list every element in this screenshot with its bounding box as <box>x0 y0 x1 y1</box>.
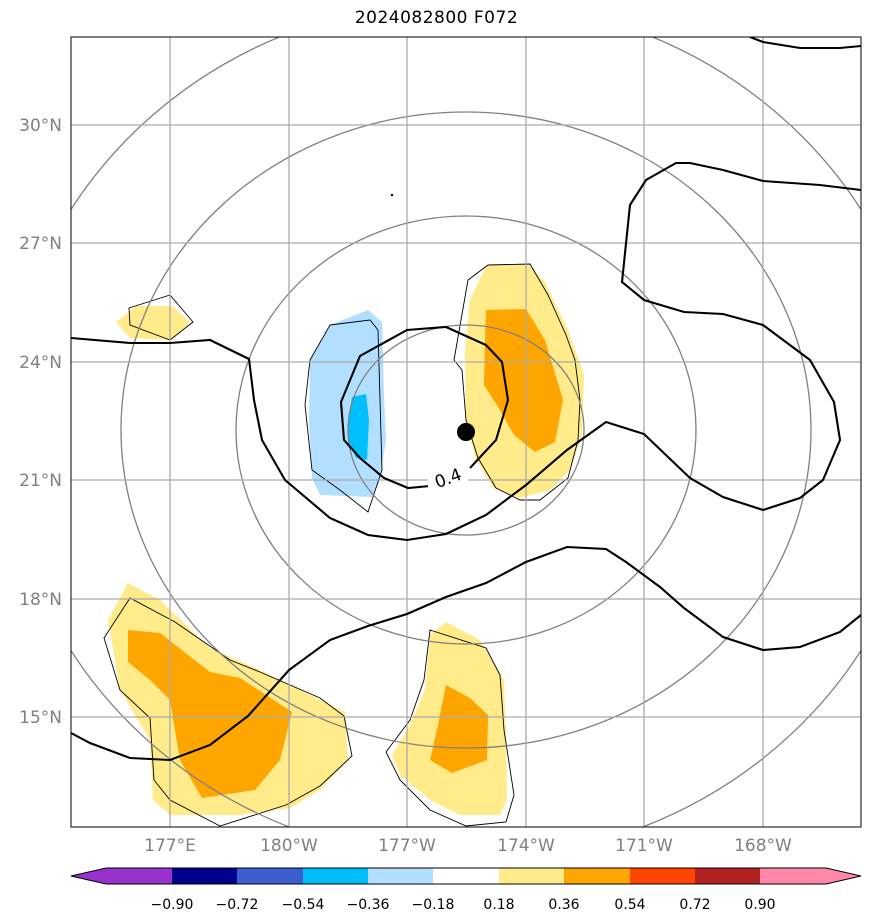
colorbar-tick: −0.72 <box>216 897 259 913</box>
colorbar-tick: −0.54 <box>282 897 325 913</box>
lat-label: 21°N <box>19 471 62 491</box>
distance-rings <box>71 37 861 827</box>
colorbar-segment <box>172 868 237 884</box>
colorbar-segment <box>499 868 564 884</box>
shaded-field <box>108 264 584 815</box>
lat-label: 15°N <box>19 708 62 728</box>
lon-label: 168°W <box>734 836 792 856</box>
lat-label: 30°N <box>19 116 62 136</box>
colorbar-tick: −0.90 <box>151 897 194 913</box>
colorbar-segment <box>303 868 368 884</box>
colorbar-segment <box>433 868 499 884</box>
colorbar-tick: 0.72 <box>679 897 710 913</box>
positive-anomaly-sw-orange <box>128 630 292 798</box>
positive-anomaly-small-yellow <box>116 306 190 340</box>
storm-center-marker <box>457 423 475 441</box>
colorbar: −0.90 −0.72 −0.54 −0.36 −0.18 0.18 0.36 … <box>70 867 862 913</box>
lon-label: 177°W <box>378 836 436 856</box>
map-plot-area: 0.4 <box>71 37 861 827</box>
map-title: 2024082800 F072 <box>354 8 519 28</box>
lat-label: 27°N <box>19 234 62 254</box>
colorbar-segment <box>368 868 433 884</box>
lon-label: 180°W <box>260 836 318 856</box>
lat-label: 24°N <box>19 353 62 373</box>
lon-label: 174°W <box>497 836 555 856</box>
colorbar-extend-high <box>826 868 861 884</box>
stray-dot <box>390 193 394 197</box>
colorbar-segment <box>106 868 172 884</box>
contour-inner-loop <box>339 325 510 490</box>
latitude-labels: 30°N 27°N 24°N 21°N 18°N 15°N <box>19 116 62 728</box>
colorbar-extend-low <box>71 868 106 884</box>
positive-anomaly-s-orange <box>430 685 488 773</box>
colorbar-segment <box>630 868 695 884</box>
colorbar-segment <box>760 868 826 884</box>
colorbar-tick: −0.36 <box>347 897 390 913</box>
thin-contours <box>103 263 581 827</box>
contour-outer-loop <box>71 161 861 542</box>
colorbar-tick: 0.18 <box>483 897 514 913</box>
colorbar-segment <box>695 868 760 884</box>
colorbar-tick: 0.54 <box>614 897 645 913</box>
contour-label-bg <box>428 466 468 488</box>
colorbar-tick: −0.18 <box>412 897 455 913</box>
contour-lower <box>71 545 861 762</box>
lon-label: 171°W <box>615 836 673 856</box>
lat-label: 18°N <box>19 590 62 610</box>
thick-contours <box>71 37 861 762</box>
colorbar-segment <box>564 868 630 884</box>
longitude-labels: 177°E 180°W 177°W 174°W 171°W 168°W <box>144 836 792 856</box>
map-frame <box>70 36 862 828</box>
colorbar-outline <box>70 867 862 885</box>
contour-top-right <box>749 37 861 50</box>
negative-anomaly-blue <box>348 394 369 460</box>
colorbar-tick: 0.90 <box>744 897 775 913</box>
lon-label: 177°E <box>144 836 196 856</box>
colorbar-tick: 0.36 <box>548 897 579 913</box>
colorbar-segment <box>237 868 303 884</box>
